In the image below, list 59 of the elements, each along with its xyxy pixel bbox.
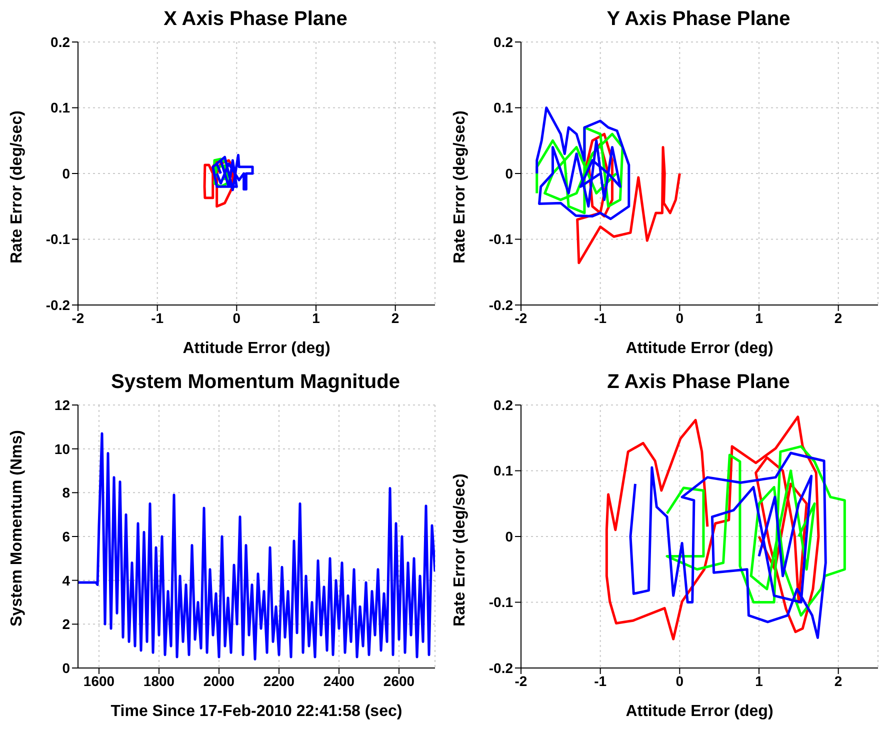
y-tick-label: 12 <box>54 396 70 413</box>
x-tick-label: 0 <box>676 310 684 326</box>
x-tick-label: 2600 <box>383 672 415 689</box>
y-tick-label: -0.1 <box>46 231 70 248</box>
x-tick-label: -2 <box>514 672 528 689</box>
chart-title: Y Axis Phase Plane <box>606 8 790 30</box>
x-tick-label: 0 <box>676 672 684 689</box>
x-tick-label: 1800 <box>143 672 175 689</box>
x-axis-title: Time Since 17-Feb-2010 22:41:58 (sec) <box>110 703 402 720</box>
line-series <box>212 154 254 192</box>
x-tick-label: 2000 <box>203 672 235 689</box>
x-tick-label: 2 <box>834 672 842 689</box>
y-tick-label: 0 <box>62 165 70 182</box>
x-tick-label: 1600 <box>83 672 115 689</box>
x-tick-label: -1 <box>594 310 607 326</box>
x-tick-label: -2 <box>514 310 528 326</box>
line-series <box>629 452 827 640</box>
y-tick-label: 0.1 <box>494 462 514 479</box>
y-axis-title: Rate Error (deg/sec) <box>452 474 469 626</box>
y-tick-label: 2 <box>62 616 70 632</box>
y-tick-label: -0.1 <box>488 594 514 610</box>
chart-title: X Axis Phase Plane <box>164 8 348 30</box>
y-tick-label: 0.1 <box>494 100 514 116</box>
y-tick-label: 0.2 <box>494 34 514 50</box>
chart-title: System Momentum Magnitude <box>111 371 400 393</box>
y-tick-label: -0.2 <box>488 660 514 676</box>
y-tick-label: -0.2 <box>488 296 514 313</box>
y-tick-label: 10 <box>54 440 70 457</box>
x-tick-label: -1 <box>594 672 607 689</box>
x-tick-label: 2 <box>834 310 842 326</box>
y-tick-label: 0 <box>62 660 70 676</box>
y-tick-label: 4 <box>62 572 70 588</box>
y-tick-label: -0.2 <box>46 296 70 313</box>
line-series <box>536 106 630 220</box>
chart-title: Z Axis Phase Plane <box>607 371 790 393</box>
y-tick-label: 0.1 <box>50 100 70 116</box>
y-tick-label: 0 <box>505 528 514 544</box>
x-axis-title: Attitude Error (deg) <box>182 340 330 357</box>
y-tick-label: -0.1 <box>488 231 514 248</box>
x-tick-label: -1 <box>151 310 164 326</box>
x-tick-label: 2200 <box>263 672 295 689</box>
x-tick-label: 1 <box>755 310 764 326</box>
y-tick-label: 0 <box>505 165 514 182</box>
x-tick-label: 0 <box>232 310 241 326</box>
line-series <box>78 432 435 660</box>
y-tick-label: 6 <box>62 528 70 544</box>
y-tick-label: 0.2 <box>494 396 514 413</box>
x-tick-label: -2 <box>72 310 84 326</box>
x-axis-title: Attitude Error (deg) <box>626 340 774 357</box>
x-tick-label: 1 <box>755 672 764 689</box>
x-tick-label: 2400 <box>323 672 355 689</box>
y-axis-title: System Momentum (Nms) <box>8 430 26 626</box>
x-tick-label: 2 <box>391 310 400 326</box>
x-axis-title: Attitude Error (deg) <box>626 703 774 720</box>
y-tick-label: 0.2 <box>50 34 70 50</box>
y-tick-label: 8 <box>62 484 70 501</box>
x-tick-label: 1 <box>312 310 320 326</box>
y-axis-title: Rate Error (deg/sec) <box>8 110 26 264</box>
y-axis-title: Rate Error (deg/sec) <box>452 110 469 264</box>
